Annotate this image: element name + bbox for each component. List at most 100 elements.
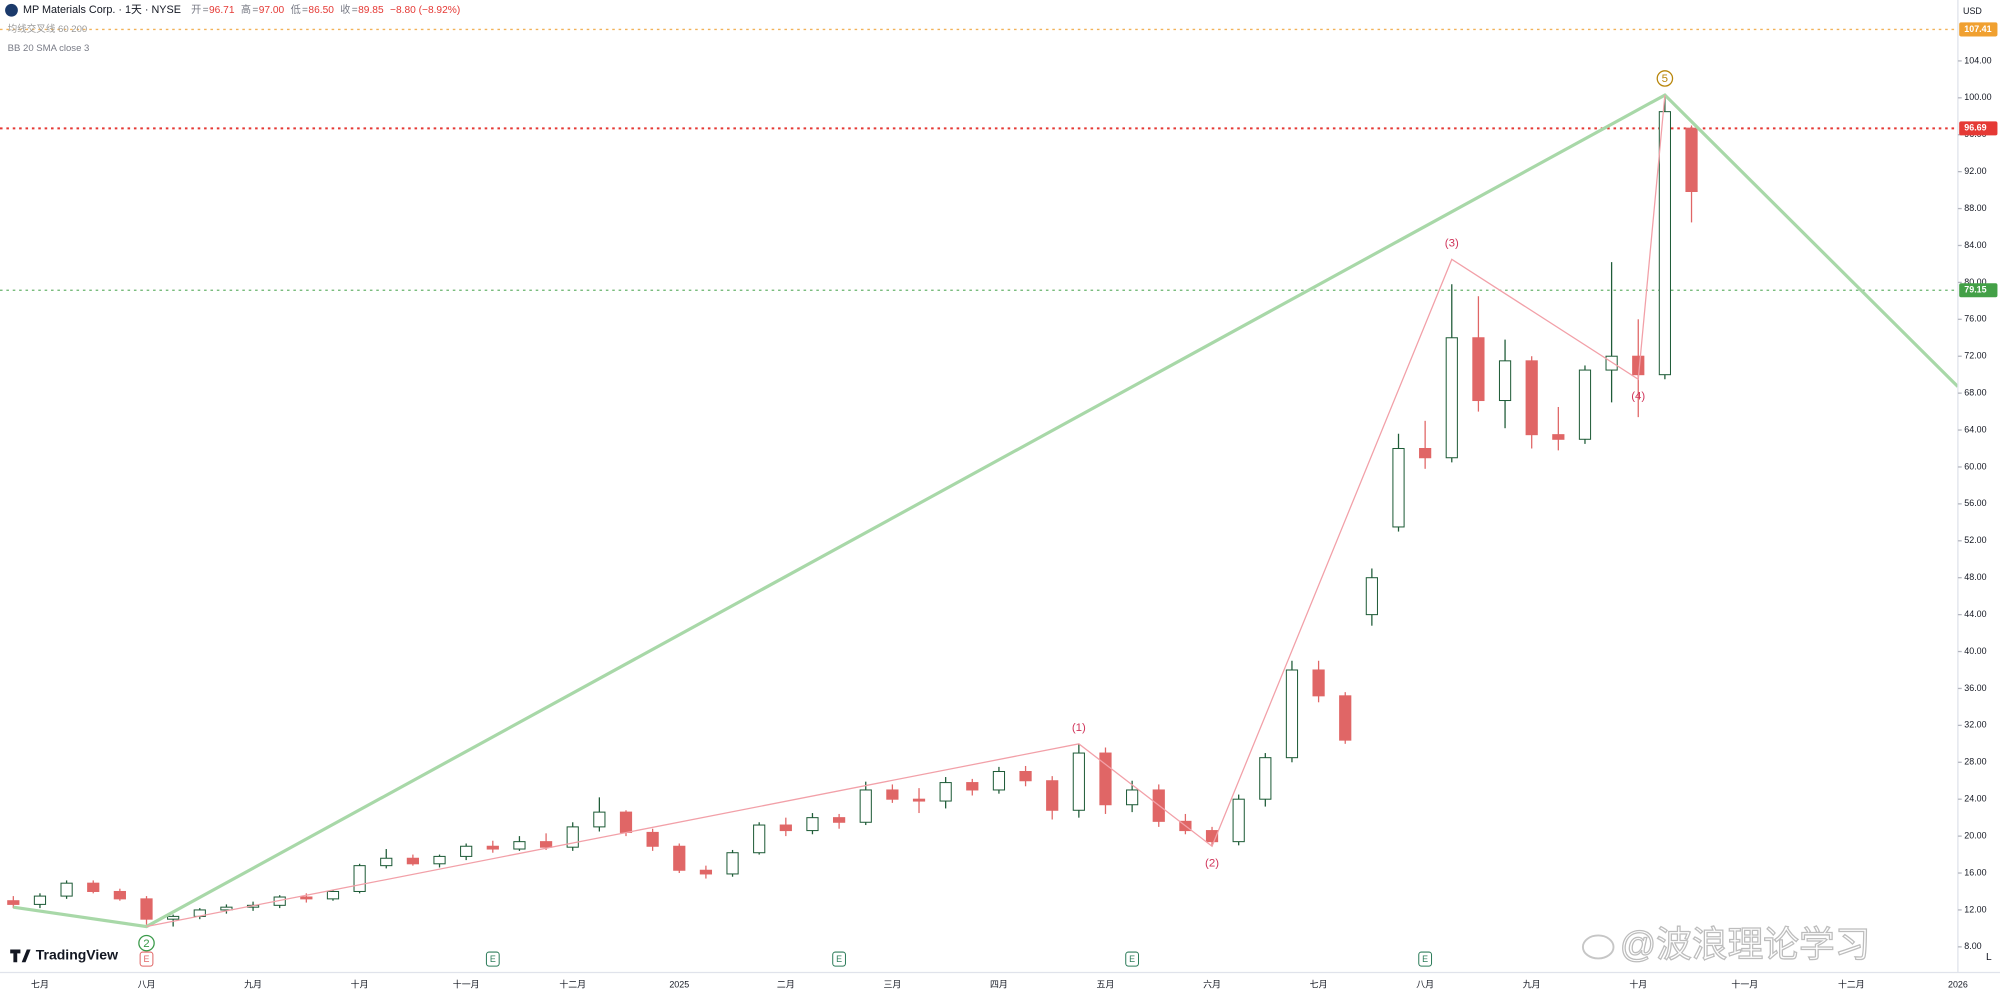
y-tick-label: 72.00	[1964, 351, 1986, 361]
x-tick-label: 二月	[777, 980, 795, 990]
event-marker[interactable]	[139, 951, 154, 967]
x-tick-label: 五月	[1097, 980, 1115, 990]
candle-body	[167, 915, 180, 920]
x-tick-label: 三月	[883, 980, 901, 990]
candle-body	[353, 865, 366, 892]
candle-body	[806, 817, 819, 832]
candle-body	[380, 857, 393, 867]
y-tick-label: 60.00	[1964, 461, 1986, 471]
indicator-label: 均线交叉线 60 200	[8, 23, 88, 35]
ohlc-label: 开	[191, 5, 201, 16]
event-marker[interactable]	[1125, 951, 1140, 967]
candle-body	[992, 770, 1006, 791]
y-tick-label: 92.00	[1964, 166, 1986, 176]
ohlc-sep: =	[302, 5, 308, 16]
event-marker[interactable]	[1418, 951, 1433, 967]
brand-logo: TradingView	[10, 947, 118, 963]
candle-body	[619, 811, 633, 833]
candle-body	[1019, 770, 1032, 782]
candle-body	[1126, 789, 1139, 806]
candle-body	[1445, 337, 1458, 459]
x-tick-label: 2025	[669, 980, 689, 990]
event-label: E	[144, 954, 150, 964]
price-tag	[1959, 121, 1998, 136]
ohlc-value: −8.80 (−8.92%)	[390, 5, 460, 16]
event-label: E	[836, 954, 842, 964]
candle-body	[859, 789, 872, 823]
candle-body	[1365, 577, 1378, 616]
candle-body	[966, 782, 979, 791]
candle-body	[699, 869, 713, 875]
candle-body	[87, 882, 100, 892]
candle-body	[1525, 360, 1538, 436]
candle-body	[886, 789, 899, 800]
y-tick-label: 24.00	[1964, 794, 1986, 804]
indicator-label: BB 20 SMA close 3	[8, 43, 90, 54]
candle-body	[300, 896, 313, 900]
ohlc-value: 86.50	[308, 5, 334, 16]
x-tick-label: 九月	[244, 980, 262, 990]
price-tag-label: 96.69	[1964, 123, 1986, 133]
x-tick-label: 九月	[1523, 980, 1541, 990]
currency: USD	[1963, 6, 1982, 16]
candle-body	[726, 852, 739, 875]
x-tick-label: 十二月	[1838, 979, 1865, 990]
event-marker[interactable]	[485, 951, 500, 967]
candle-body	[646, 831, 659, 847]
price-tag-label: 79.15	[1964, 285, 1986, 295]
event-label: E	[1129, 954, 1135, 964]
x-tick-label: 八月	[138, 980, 156, 990]
y-tick-label: 48.00	[1964, 572, 1986, 582]
y-tick-label: 8.00	[1964, 941, 1981, 951]
y-tick-label: 40.00	[1964, 646, 1986, 656]
candle-body	[1312, 669, 1325, 697]
candle-body	[1578, 369, 1592, 440]
y-tick-label: 56.00	[1964, 498, 1986, 508]
x-tick-label: 七月	[1310, 980, 1328, 990]
ohlc-label: 收	[340, 3, 350, 16]
candle-body	[460, 845, 473, 857]
candle-body	[486, 845, 499, 850]
y-tick-label: 80.00	[1964, 277, 1986, 287]
wave-label: (1)	[1072, 722, 1086, 734]
wave-label-circle	[1656, 70, 1674, 87]
y-tick-label: 32.00	[1964, 720, 1986, 730]
y-tick-label: 36.00	[1964, 683, 1986, 693]
x-tick-label: 十一月	[453, 979, 480, 990]
x-tick-label: 六月	[1203, 979, 1221, 990]
x-tick-label: 七月	[31, 980, 49, 990]
candle-body	[1658, 111, 1671, 376]
x-tick-label: 十一月	[1731, 979, 1758, 990]
ohlc-readout: 开 = 96.71 高 = 97.00 低 = 86.50 收 = 89.85 −8.80 (−8.92…	[191, 3, 460, 16]
candle-body	[1472, 337, 1485, 402]
event-label: E	[1422, 954, 1428, 964]
candle-body	[1205, 830, 1219, 843]
y-tick-label: 28.00	[1964, 757, 1986, 767]
candle-body	[1552, 434, 1565, 440]
candle-body	[1392, 447, 1405, 528]
ohlc-label: 高	[241, 3, 251, 16]
scale-mode[interactable]: L	[1986, 952, 1992, 963]
plot-area: (1) (2) (3) (4) 5 2	[0, 28, 1960, 952]
y-tick-label: 76.00	[1964, 314, 1986, 324]
brand-name: TradingView	[36, 947, 118, 963]
y-tick-label: 12.00	[1964, 904, 1986, 914]
candle-body	[1259, 757, 1272, 800]
candle-body	[593, 811, 606, 828]
candle-body	[1285, 669, 1299, 759]
candle-body	[220, 906, 233, 911]
event-marker[interactable]	[832, 951, 846, 967]
candle-body	[939, 782, 952, 802]
symbol-title: MP Materials Corp. · 1天 · NYSE	[23, 4, 181, 16]
price-tag-label: 107.41	[1964, 24, 1991, 34]
y-tick-label: 104.00	[1964, 55, 1991, 65]
watermark: @波浪理论学习	[1581, 924, 1871, 965]
ohlc-sep: =	[352, 5, 358, 16]
y-tick-label: 20.00	[1964, 830, 1986, 840]
candle-body	[1419, 447, 1432, 459]
ohlc-value: 97.00	[259, 5, 285, 16]
candle-body	[566, 826, 579, 848]
candle-body	[113, 890, 126, 900]
x-tick-label: 十月	[1629, 979, 1647, 990]
